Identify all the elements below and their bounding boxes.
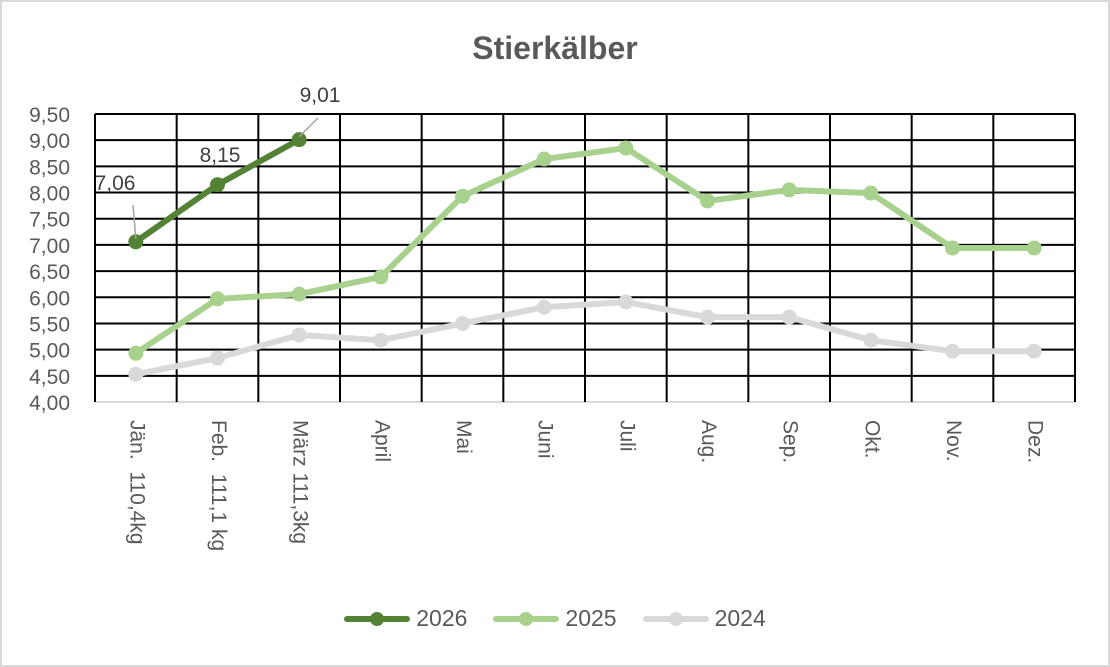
data-label: 8,15 <box>200 144 241 167</box>
data-point[interactable] <box>128 366 144 382</box>
data-point[interactable] <box>700 193 715 209</box>
data-point[interactable] <box>210 177 225 193</box>
legend-line-marker-icon <box>493 609 560 629</box>
x-category-label: März 111,3kg <box>289 420 312 544</box>
data-point[interactable] <box>210 291 225 307</box>
x-category-label: Juni <box>534 420 557 459</box>
x-category-label: Dez. <box>1024 420 1047 463</box>
data-point[interactable] <box>781 309 797 325</box>
legend: 2026 2025 2024 <box>0 605 1110 632</box>
legend-line-marker-icon <box>344 609 411 629</box>
data-point[interactable] <box>536 151 552 167</box>
data-point[interactable] <box>536 299 552 315</box>
data-point[interactable] <box>291 327 307 343</box>
data-point[interactable] <box>618 294 634 310</box>
data-point[interactable] <box>781 182 797 198</box>
y-tick-label: 6,50 <box>29 261 70 284</box>
data-point[interactable] <box>945 240 960 256</box>
series-line <box>134 145 1035 356</box>
x-category-label: Okt. <box>860 420 883 459</box>
y-tick-label: 8,50 <box>29 156 70 179</box>
series-line <box>135 298 1035 378</box>
data-point[interactable] <box>373 269 389 285</box>
y-tick-label: 7,00 <box>29 235 70 258</box>
y-tick-label: 4,00 <box>29 392 70 415</box>
x-category-label: Feb. 111,1 kg <box>207 420 230 551</box>
series-2026 <box>128 132 307 250</box>
series-2024 <box>128 294 1042 382</box>
data-point[interactable] <box>291 132 307 148</box>
x-category-label: Jän. 110,4kg <box>125 420 148 545</box>
y-tick-label: 5,00 <box>29 340 70 363</box>
data-label: 9,01 <box>300 84 341 107</box>
data-point[interactable] <box>863 332 879 348</box>
data-point[interactable] <box>128 234 144 250</box>
data-point[interactable] <box>210 350 225 366</box>
data-point[interactable] <box>1026 240 1042 256</box>
data-point[interactable] <box>128 345 144 361</box>
data-point[interactable] <box>700 309 715 325</box>
x-category-label: April <box>370 420 393 462</box>
data-point[interactable] <box>291 286 307 302</box>
x-category-label: Juli <box>615 420 638 452</box>
leader-line <box>298 117 319 138</box>
data-point[interactable] <box>945 343 960 359</box>
leader-line <box>132 204 137 239</box>
x-category-label: Mai <box>452 420 475 454</box>
legend-item-2025[interactable]: 2025 <box>493 605 617 632</box>
y-tick-label: 5,50 <box>29 313 70 336</box>
legend-line-marker-icon <box>642 609 709 629</box>
legend-label: 2024 <box>714 605 766 631</box>
y-tick-label: 9,00 <box>29 130 70 153</box>
data-point[interactable] <box>863 185 879 201</box>
y-tick-label: 6,00 <box>29 287 70 310</box>
data-point[interactable] <box>1026 343 1042 359</box>
legend-item-2024[interactable]: 2024 <box>642 605 766 632</box>
legend-label: 2025 <box>565 605 617 631</box>
y-tick-label: 4,50 <box>29 366 70 389</box>
y-tick-label: 7,50 <box>29 209 70 232</box>
legend-item-2026[interactable]: 2026 <box>344 605 467 632</box>
series-2025 <box>128 140 1042 361</box>
data-point[interactable] <box>455 188 470 204</box>
legend-label: 2026 <box>416 605 468 631</box>
x-category-label: Sep. <box>779 420 802 463</box>
x-category-label: Nov. <box>942 420 965 462</box>
y-tick-label: 8,00 <box>29 183 70 206</box>
data-point[interactable] <box>455 315 470 331</box>
data-label: 7,06 <box>95 172 136 195</box>
x-category-label: Aug. <box>697 420 720 463</box>
data-point[interactable] <box>373 332 389 348</box>
y-tick-label: 9,50 <box>29 104 70 127</box>
data-point[interactable] <box>618 140 634 156</box>
chart-title: Stierkälber <box>472 30 638 66</box>
